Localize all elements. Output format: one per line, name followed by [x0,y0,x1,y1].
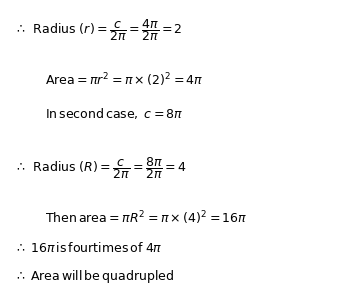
Text: $\therefore\;16\pi\,\mathrm{is\,fourtimes\,of}\;4\pi$: $\therefore\;16\pi\,\mathrm{is\,fourtime… [14,241,162,255]
Text: $\therefore\,$ Radius $(r) = \dfrac{c}{2\pi} = \dfrac{4\pi}{2\pi} = 2$: $\therefore\,$ Radius $(r) = \dfrac{c}{2… [14,17,182,43]
Text: $\mathrm{Then\,area} = \pi R^2 = \pi \times (4)^2 = 16\pi$: $\mathrm{Then\,area} = \pi R^2 = \pi \ti… [45,209,247,227]
Text: $\therefore\,$ Radius $(R) = \dfrac{c}{2\pi} = \dfrac{8\pi}{2\pi} = 4$: $\therefore\,$ Radius $(R) = \dfrac{c}{2… [14,155,186,181]
Text: $\therefore\;\mathrm{Area\,will\,be\,quadrupled}$: $\therefore\;\mathrm{Area\,will\,be\,qua… [14,267,174,285]
Text: $\mathrm{In\,second\,case,}\; c = 8\pi$: $\mathrm{In\,second\,case,}\; c = 8\pi$ [45,106,183,121]
Text: $\mathrm{Area} = \pi r^2 = \pi \times (2)^2 = 4\pi$: $\mathrm{Area} = \pi r^2 = \pi \times (2… [45,71,203,89]
